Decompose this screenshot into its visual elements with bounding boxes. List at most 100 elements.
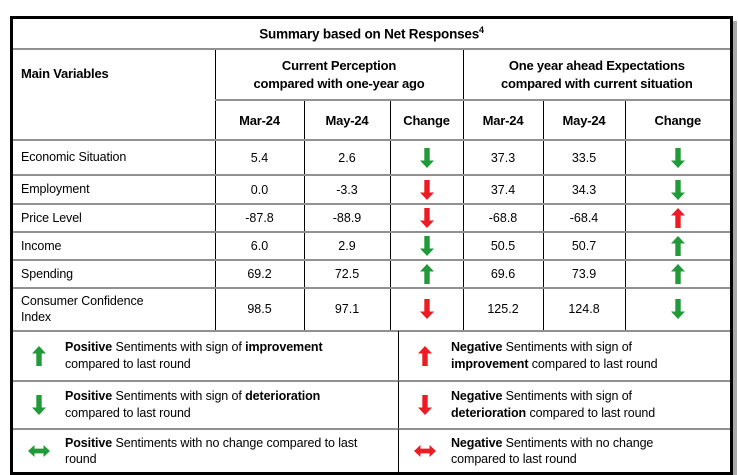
legend-plain: Sentiments with sign of	[502, 389, 632, 404]
legend-plain: compared to last round	[65, 356, 191, 371]
value-cell: -88.9	[303, 203, 390, 232]
value-cell: 97.1	[303, 287, 390, 330]
legend-bold: Positive	[65, 389, 113, 404]
table-row: Income 6.0 2.9 50.5 50.7	[13, 231, 731, 260]
legend-item: Negative Sentiments with sign of deterio…	[398, 379, 730, 428]
legend-text: Negative Sentiments with sign of deterio…	[451, 383, 701, 426]
row-label: Price Level	[13, 203, 215, 232]
value-cell: -68.4	[542, 203, 625, 232]
value-cell: 69.2	[214, 259, 304, 288]
legend-up-arrow-icon	[399, 345, 451, 366]
change-arrow-icon	[391, 236, 463, 256]
legend-text: Positive Sentiments with sign of deterio…	[65, 383, 375, 426]
legend-leftright-arrow-icon	[13, 444, 65, 457]
legend-item: Positive Sentiments with sign of deterio…	[13, 379, 398, 428]
legend: Positive Sentiments with sign of improve…	[13, 329, 730, 473]
value-cell: -3.3	[303, 174, 390, 204]
main-variables-header: Main Variables	[13, 48, 215, 140]
column-header: May-24	[303, 99, 390, 140]
legend-bold: improvement	[451, 356, 529, 371]
change-cell	[624, 139, 731, 175]
title-text: Summary based on Net Responses	[259, 26, 480, 42]
legend-text: Negative Sentiments with sign of improve…	[451, 334, 701, 377]
value-cell: 37.4	[462, 174, 543, 204]
change-cell	[624, 259, 731, 288]
column-header: Mar-24	[214, 99, 304, 140]
value-cell: -68.8	[462, 203, 543, 232]
column-header: Change	[624, 99, 731, 140]
legend-bold: Positive	[65, 340, 113, 355]
legend-item: Positive Sentiments with sign of improve…	[13, 329, 398, 380]
summary-table: Summary based on Net Responses4 Main Var…	[10, 16, 733, 475]
legend-bold: deterioration	[451, 405, 527, 420]
change-cell	[624, 287, 731, 330]
change-arrow-icon	[626, 299, 731, 320]
value-cell: 72.5	[303, 259, 390, 288]
legend-leftright-arrow-icon	[399, 444, 451, 457]
group-header-expectations: One year ahead Expectations compared wit…	[462, 48, 731, 100]
legend-plain: Sentiments with sign of	[502, 340, 632, 355]
group-header-current-perception: Current Perception compared with one-yea…	[214, 48, 463, 100]
column-header: Change	[389, 99, 463, 140]
value-cell: 98.5	[214, 287, 304, 330]
legend-text: Positive Sentiments with sign of improve…	[65, 334, 375, 377]
legend-down-arrow-icon	[399, 394, 451, 415]
change-arrow-icon	[391, 299, 463, 320]
group-line2: compared with one-year ago	[253, 75, 425, 91]
table-row: Spending 69.2 72.5 69.6 73.9	[13, 259, 731, 288]
value-cell: 2.9	[303, 231, 390, 260]
value-cell: 6.0	[214, 231, 304, 260]
row-label: Spending	[13, 259, 215, 288]
change-cell	[389, 259, 463, 288]
change-cell	[389, 174, 463, 204]
change-arrow-icon	[391, 264, 463, 284]
legend-plain: compared to last round	[526, 405, 656, 420]
legend-down-arrow-icon	[13, 394, 65, 415]
change-arrow-icon	[626, 264, 731, 284]
subheader-row: Mar-24 May-24 Change Mar-24 May-24 Chang…	[13, 99, 731, 140]
legend-plain: Sentiments with no change compared to la…	[65, 435, 358, 466]
value-cell: 73.9	[542, 259, 625, 288]
table-row: Economic Situation 5.4 2.6 37.3 33.5	[13, 139, 731, 175]
legend-item: Positive Sentiments with no change compa…	[13, 427, 398, 473]
column-header: Mar-24	[462, 99, 543, 140]
value-cell: -87.8	[214, 203, 304, 232]
group-header-row: Main Variables Current Perception compar…	[13, 48, 731, 140]
legend-item: Negative Sentiments with no change compa…	[398, 427, 730, 472]
change-arrow-icon	[626, 208, 731, 228]
value-cell: 125.2	[462, 287, 543, 330]
legend-plain: compared to last round	[65, 405, 191, 420]
value-cell: 0.0	[214, 174, 304, 204]
row-label: Employment	[13, 174, 215, 204]
change-arrow-icon	[626, 147, 731, 168]
value-cell: 2.6	[303, 139, 390, 175]
legend-plain: Sentiments with no change compared to la…	[451, 435, 654, 466]
legend-plain: Sentiments with sign of	[112, 389, 246, 404]
row-label: Income	[13, 231, 215, 260]
change-arrow-icon	[626, 236, 731, 256]
legend-bold: Negative	[451, 435, 503, 450]
value-cell: 69.6	[462, 259, 543, 288]
legend-bold: Negative	[451, 389, 503, 404]
legend-plain: Sentiments with sign of	[112, 340, 246, 355]
value-cell: 37.3	[462, 139, 543, 175]
table-row: Price Level -87.8 -88.9 -68.8 -68.4	[13, 203, 731, 232]
legend-bold: Positive	[65, 435, 113, 450]
row-label: Consumer Confidence Index	[13, 287, 215, 330]
change-cell	[389, 139, 463, 175]
legend-up-arrow-icon	[13, 345, 65, 366]
title-row: Summary based on Net Responses4	[13, 19, 730, 49]
group-line2: compared with current situation	[500, 75, 693, 91]
value-cell: 34.3	[542, 174, 625, 204]
value-cell: 124.8	[542, 287, 625, 330]
change-cell	[624, 231, 731, 260]
legend-bold: deterioration	[245, 389, 321, 404]
value-cell: 50.7	[542, 231, 625, 260]
change-cell	[389, 203, 463, 232]
legend-text: Positive Sentiments with no change compa…	[65, 430, 375, 473]
group-line1: One year ahead Expectations	[508, 57, 685, 73]
change-cell	[389, 231, 463, 260]
change-arrow-icon	[391, 179, 463, 200]
legend-item: Negative Sentiments with sign of improve…	[398, 329, 730, 380]
column-header: May-24	[542, 99, 625, 140]
